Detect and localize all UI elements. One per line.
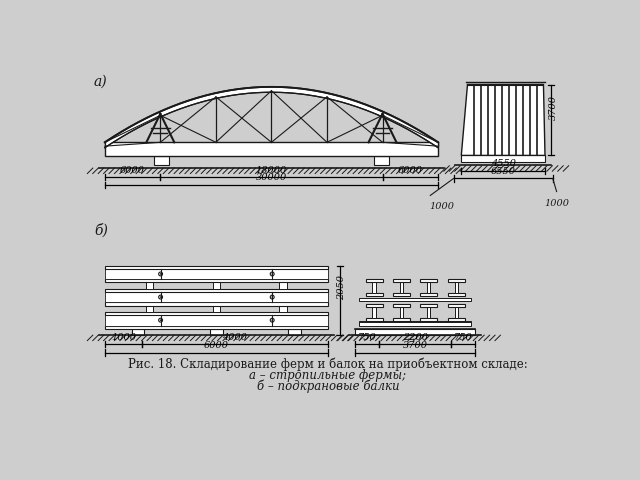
Bar: [105, 302, 328, 306]
Bar: [145, 282, 154, 288]
Bar: [105, 265, 328, 269]
Bar: [105, 269, 328, 279]
Text: 1000: 1000: [544, 199, 569, 207]
Bar: [212, 306, 220, 312]
Text: 750: 750: [358, 333, 377, 342]
Bar: [420, 318, 437, 321]
Bar: [105, 288, 328, 292]
Circle shape: [160, 319, 161, 321]
Text: 6000: 6000: [204, 341, 229, 350]
Text: 30000: 30000: [256, 173, 287, 182]
Text: 4550: 4550: [491, 159, 516, 168]
Text: 6000: 6000: [120, 166, 145, 175]
Text: 4000: 4000: [223, 333, 248, 342]
Polygon shape: [105, 87, 438, 148]
Text: а – стропильные фермы;: а – стропильные фермы;: [250, 369, 406, 382]
Bar: [374, 156, 389, 166]
Text: Рис. 18. Складирование ферм и балок на приобъектном складе:: Рис. 18. Складирование ферм и балок на п…: [128, 358, 528, 372]
Text: 6550: 6550: [491, 167, 516, 176]
Bar: [105, 279, 328, 282]
Text: 6000: 6000: [398, 166, 423, 175]
Bar: [145, 306, 154, 312]
Bar: [372, 307, 376, 318]
Bar: [359, 298, 472, 301]
Bar: [448, 279, 465, 282]
Bar: [105, 325, 328, 329]
Text: 3700: 3700: [403, 341, 428, 350]
Circle shape: [160, 273, 161, 275]
Bar: [393, 304, 410, 307]
Bar: [448, 318, 465, 321]
Bar: [400, 307, 403, 318]
Bar: [280, 282, 287, 288]
Bar: [420, 293, 437, 296]
Bar: [154, 156, 169, 166]
Circle shape: [271, 319, 273, 321]
Bar: [455, 282, 458, 293]
Text: 1000: 1000: [111, 333, 136, 342]
Polygon shape: [461, 84, 545, 156]
Text: 1000: 1000: [429, 202, 454, 211]
Bar: [365, 293, 383, 296]
Bar: [428, 282, 431, 293]
Bar: [365, 279, 383, 282]
Bar: [400, 282, 403, 293]
Bar: [105, 315, 328, 325]
Text: б): б): [94, 223, 108, 238]
Bar: [428, 307, 431, 318]
Text: 18000: 18000: [256, 166, 287, 175]
Bar: [359, 323, 472, 325]
Bar: [210, 329, 223, 335]
Bar: [420, 304, 437, 307]
Bar: [393, 279, 410, 282]
Bar: [355, 329, 476, 335]
Bar: [461, 156, 545, 162]
Bar: [280, 306, 287, 312]
Circle shape: [271, 296, 273, 298]
Bar: [288, 329, 301, 335]
Circle shape: [160, 296, 161, 298]
Bar: [105, 142, 438, 156]
Bar: [132, 329, 145, 335]
Circle shape: [271, 273, 273, 275]
Bar: [105, 312, 328, 315]
Bar: [393, 293, 410, 296]
Bar: [365, 318, 383, 321]
Bar: [448, 293, 465, 296]
Bar: [365, 304, 383, 307]
Bar: [105, 292, 328, 302]
Text: а): а): [94, 74, 108, 88]
Bar: [359, 321, 472, 325]
Bar: [393, 318, 410, 321]
Text: 750: 750: [454, 333, 472, 342]
Text: 3700: 3700: [549, 95, 558, 120]
Bar: [455, 307, 458, 318]
Text: 2200: 2200: [403, 333, 428, 342]
Text: 2050: 2050: [337, 275, 346, 300]
Text: б – подкрановые балки: б – подкрановые балки: [257, 380, 399, 393]
Bar: [372, 282, 376, 293]
Bar: [212, 282, 220, 288]
Bar: [420, 279, 437, 282]
Bar: [448, 304, 465, 307]
